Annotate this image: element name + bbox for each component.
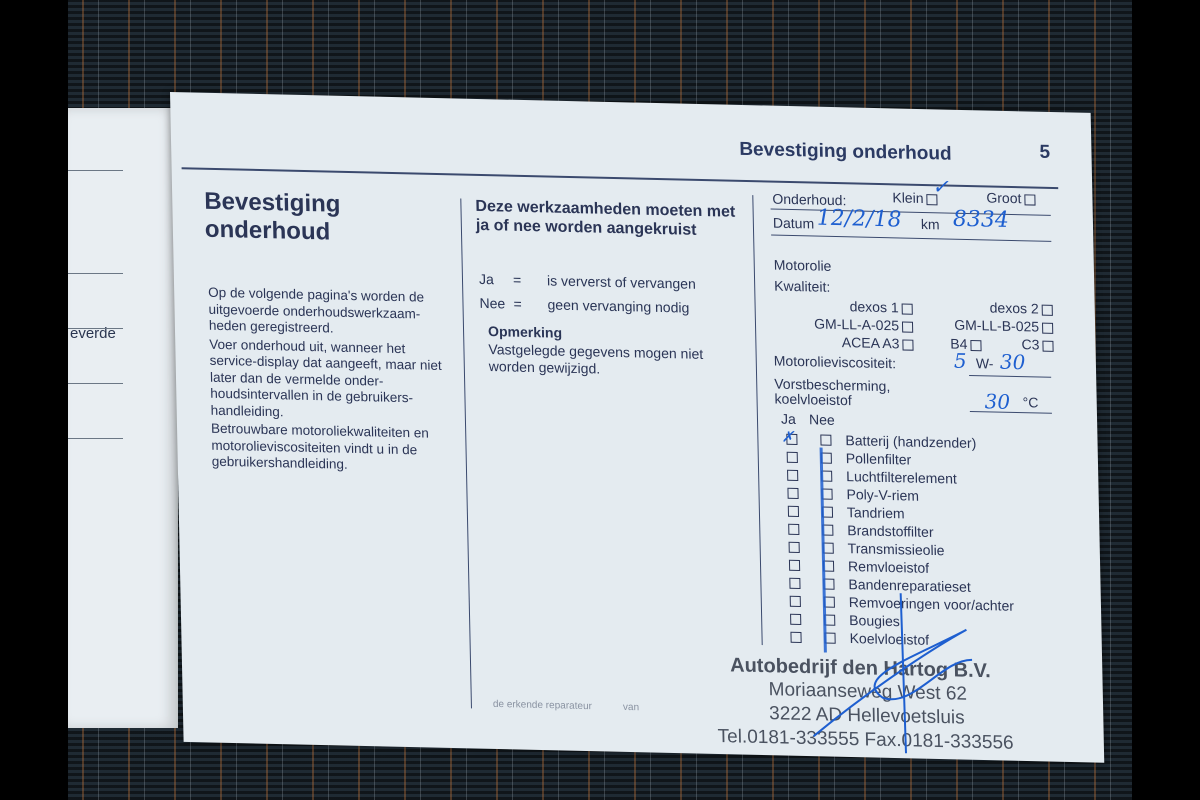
ja-checkbox[interactable] bbox=[788, 559, 801, 571]
paragraph: Betrouwbare motoroliekwaliteiten en moto… bbox=[210, 420, 429, 472]
ja-checkbox[interactable] bbox=[787, 469, 799, 481]
km-label: km bbox=[920, 215, 940, 233]
instructions-title: Deze werkzaamheden moeten met ja of nee … bbox=[475, 197, 736, 239]
intro-text: Op de volgende pagina's worden de uitgev… bbox=[208, 285, 452, 476]
motorolie-label: Motorolie bbox=[773, 256, 832, 274]
ja-checkbox[interactable] bbox=[788, 541, 800, 553]
groot-checkbox[interactable] bbox=[1024, 194, 1036, 206]
faint-text: van bbox=[622, 701, 640, 714]
item-label: Pollenfilter bbox=[845, 450, 912, 468]
nee-checkbox[interactable] bbox=[820, 434, 832, 446]
viscositeit-label: Motorolieviscositeit: bbox=[773, 352, 897, 372]
vorst-unit: °C bbox=[1022, 394, 1039, 411]
checkmark-icon: ✓ bbox=[931, 174, 950, 199]
column-divider bbox=[752, 195, 763, 646]
rule bbox=[771, 234, 1052, 242]
page-number: 5 bbox=[1039, 141, 1051, 163]
divider bbox=[68, 273, 123, 274]
legend-key: Ja bbox=[478, 270, 494, 288]
checkbox[interactable] bbox=[1042, 322, 1054, 334]
oil-option[interactable]: GM-LL-B-025 bbox=[954, 316, 1054, 335]
checkbox[interactable] bbox=[902, 339, 914, 351]
checkbox[interactable] bbox=[970, 339, 982, 352]
divider bbox=[68, 170, 123, 171]
km-value: 8334 bbox=[952, 206, 1010, 233]
datum-label: Datum bbox=[772, 214, 815, 232]
divider bbox=[68, 438, 123, 439]
groot-label: Groot bbox=[986, 189, 1022, 207]
datum-value: 12/2/18 bbox=[816, 205, 902, 233]
kwaliteit-label: Kwaliteit: bbox=[774, 277, 831, 295]
label-line: koelvloeistof bbox=[774, 390, 852, 409]
groot-option[interactable]: Groot bbox=[986, 189, 1036, 207]
klein-option[interactable]: Klein ✓ bbox=[892, 174, 949, 207]
divider bbox=[68, 328, 123, 329]
divider bbox=[68, 383, 123, 384]
oil-option[interactable]: dexos 1 bbox=[849, 298, 913, 316]
legend-nee: Nee = geen vervanging nodig bbox=[479, 295, 689, 316]
legend-value: is ververst of vervangen bbox=[546, 272, 696, 292]
legend-eq: = bbox=[513, 295, 522, 312]
ja-checkbox[interactable] bbox=[788, 523, 800, 535]
legend-value: geen vervanging nodig bbox=[547, 296, 690, 316]
vorst-label: Vorstbescherming, koelvloeistof bbox=[774, 376, 891, 410]
paragraph: Op de volgende pagina's worden de uitgev… bbox=[208, 284, 425, 336]
legend-ja: Ja = is ververst of vervangen bbox=[479, 271, 696, 292]
oil-option[interactable]: GM-LL-A-025 bbox=[814, 315, 914, 334]
vorst-value: 30 bbox=[984, 389, 1011, 414]
visc-value-second: 30 bbox=[999, 349, 1026, 375]
oil-option[interactable]: C3 bbox=[1021, 336, 1054, 353]
legend-key: Nee bbox=[479, 294, 506, 312]
visc-value-first: 5 bbox=[953, 348, 967, 373]
option-label: dexos 2 bbox=[989, 299, 1039, 317]
legend-eq: = bbox=[512, 271, 522, 288]
note-text: Vastgelegde gegevens mogen niet worden g… bbox=[488, 341, 704, 377]
title-line: onderhoud bbox=[204, 215, 331, 246]
left-page-fragment: everde bbox=[70, 325, 116, 342]
oil-option[interactable]: dexos 2 bbox=[989, 299, 1053, 317]
header-rule bbox=[181, 167, 1059, 190]
item-label: Brandstoffilter bbox=[847, 522, 934, 541]
ja-header: Ja bbox=[780, 410, 796, 427]
left-page: everde bbox=[68, 108, 178, 728]
checkbox[interactable] bbox=[901, 321, 914, 333]
title-line: Bevestiging bbox=[204, 187, 341, 218]
klein-label: Klein bbox=[892, 189, 924, 207]
faint-text: de erkende reparateur bbox=[492, 698, 593, 713]
checkbox[interactable] bbox=[901, 303, 913, 315]
page-header-title: Bevestiging onderhoud bbox=[739, 138, 952, 165]
service-form: Onderhoud: Klein ✓ Groot Datum 12/2/18 km… bbox=[770, 174, 1060, 653]
item-label: Poly-V-riem bbox=[846, 486, 920, 504]
checkbox[interactable] bbox=[1041, 304, 1053, 316]
ja-checkbox[interactable] bbox=[786, 451, 798, 464]
checkbox[interactable] bbox=[1042, 340, 1054, 352]
item-label: Tandriem bbox=[846, 504, 905, 522]
ja-checkbox[interactable] bbox=[787, 505, 800, 517]
section-title: Bevestiging onderhoud bbox=[204, 188, 341, 247]
rule bbox=[969, 410, 1052, 414]
item-label: Luchtfilterelement bbox=[846, 468, 957, 487]
option-label: ACEA A3 bbox=[841, 334, 900, 352]
booklet-page: Bevestiging onderhoud 5 Bevestiging onde… bbox=[170, 92, 1105, 763]
ja-checkbox[interactable] bbox=[787, 487, 799, 499]
nee-header: Nee bbox=[808, 411, 835, 428]
option-label: dexos 1 bbox=[849, 298, 899, 316]
item-label: Batterij (handzender) bbox=[845, 432, 977, 452]
note-title: Opmerking bbox=[487, 323, 563, 341]
item-label: Remvloeistof bbox=[847, 558, 930, 576]
option-label: GM-LL-B-025 bbox=[954, 316, 1040, 335]
paragraph: Voer onderhoud uit, wanneer het service-… bbox=[209, 336, 442, 419]
column-divider bbox=[460, 198, 472, 709]
oil-option[interactable]: ACEA A3 bbox=[842, 334, 914, 352]
item-label: Transmissieolie bbox=[847, 540, 945, 559]
rule bbox=[969, 374, 1052, 378]
visc-w-label: W- bbox=[975, 355, 994, 372]
signature bbox=[812, 593, 973, 754]
checkmark-icon: ✗ bbox=[781, 427, 795, 446]
option-label: GM-LL-A-025 bbox=[814, 315, 900, 334]
